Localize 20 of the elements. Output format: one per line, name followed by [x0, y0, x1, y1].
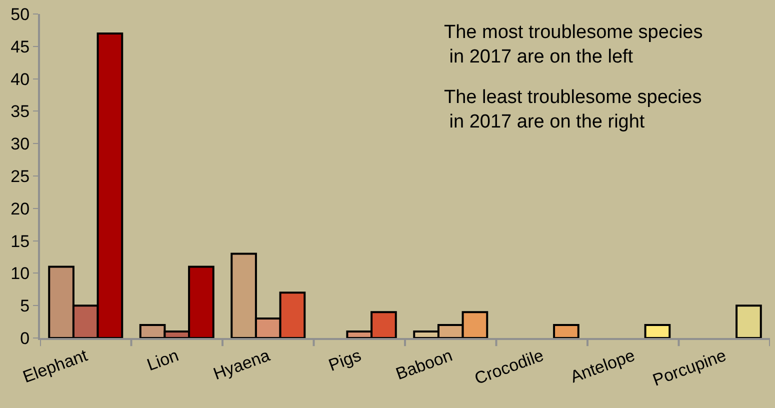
bar [736, 304, 762, 338]
y-tick-label: 20 [10, 199, 30, 218]
x-tick-label: Lion [144, 346, 182, 375]
y-tick-label: 30 [10, 134, 30, 154]
x-tick-label: Hyaena [210, 346, 273, 384]
y-tick-label: 35 [10, 102, 30, 122]
y-tick-label: 50 [10, 4, 30, 24]
y-tick-label: 0 [20, 328, 30, 348]
x-tick-label: Baboon [393, 346, 455, 384]
annotation: The least troublesome species in 2017 are on the right [444, 87, 702, 133]
y-tick-label: 5 [20, 296, 30, 316]
y-tick-label: 40 [10, 70, 30, 89]
bar [644, 324, 671, 338]
bar [553, 324, 580, 338]
x-tick-label: Pigs [326, 346, 364, 375]
y-tick-label: 15 [10, 232, 30, 251]
y-tick-label: 25 [10, 166, 30, 186]
y-tick-label: 10 [10, 264, 30, 284]
annotation: The most troublesome species in 2017 are on the left [444, 22, 703, 68]
y-tick-label: 45 [10, 37, 30, 56]
